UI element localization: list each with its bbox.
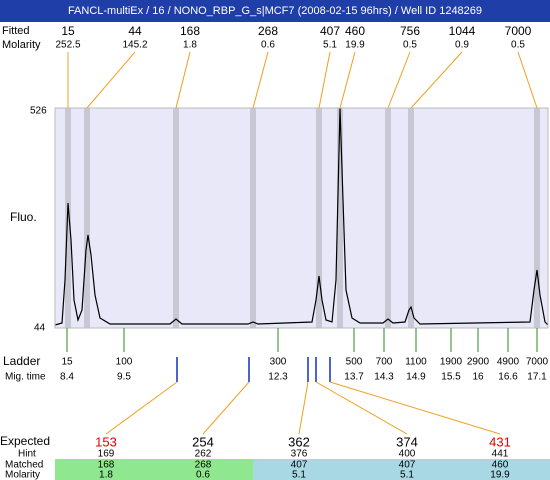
ladder-size: 1100 — [405, 357, 427, 368]
peak-connector — [517, 51, 538, 109]
matched-value: 168 — [98, 460, 115, 471]
peak-connector — [252, 51, 269, 109]
ladder-time: 17.1 — [527, 372, 547, 383]
ladder-time: 14.9 — [406, 372, 426, 383]
axis-top: 526 — [30, 106, 47, 117]
peak-molarity: 0.5 — [511, 40, 525, 51]
matched-blue — [253, 459, 550, 480]
matched-value: 407 — [291, 460, 308, 471]
ladder-time: 9.5 — [117, 372, 131, 383]
expected-connector — [298, 381, 309, 435]
expected-value: 254 — [192, 434, 214, 449]
ladder-time: 15.5 — [441, 372, 461, 383]
peak-size: 44 — [128, 24, 142, 38]
matched-green — [55, 459, 253, 480]
peak-band — [250, 108, 256, 328]
peak-band — [84, 108, 90, 328]
plot-frame — [54, 107, 549, 329]
matched-molarity: 19.9 — [490, 470, 510, 480]
trace — [54, 107, 549, 326]
title-bar — [0, 0, 550, 22]
peak-connector — [339, 51, 356, 109]
ladder-time: 16.6 — [498, 372, 518, 383]
ladder-label: Ladder — [3, 354, 40, 368]
peak-size: 268 — [258, 24, 278, 38]
ladder-time: 16 — [472, 372, 484, 383]
ladder-time: 14.3 — [374, 372, 394, 383]
ladder-size: 4900 — [497, 357, 520, 368]
peak-connector — [410, 51, 463, 109]
peak-band — [173, 108, 179, 328]
matched-value: 268 — [195, 460, 212, 471]
hint-value: 262 — [195, 449, 212, 460]
ladder-size: 500 — [346, 357, 363, 368]
peak-band — [408, 108, 414, 328]
ladder-time: 8.4 — [60, 372, 74, 383]
peak-connector — [387, 51, 411, 109]
expected-value: 431 — [489, 434, 511, 449]
title: FANCL-multiEx / 16 / NONO_RBP_G_s|MCF7 (… — [68, 5, 482, 17]
peak-band — [534, 108, 540, 328]
peak-size: 7000 — [505, 24, 532, 38]
expected-connector — [315, 381, 408, 435]
matched-molarity: 5.1 — [400, 470, 414, 480]
ladder-size: 15 — [61, 357, 73, 368]
ladder-size: 300 — [270, 357, 287, 368]
matched-value: 407 — [399, 460, 416, 471]
matched-value: 460 — [492, 460, 509, 471]
ladder-size: 1900 — [440, 357, 463, 368]
peak-size: 15 — [61, 24, 75, 38]
ladder-size: 700 — [376, 357, 393, 368]
expected-value: 374 — [396, 434, 418, 449]
peak-connector — [86, 51, 136, 109]
hint-value: 400 — [399, 449, 416, 460]
peak-band — [385, 108, 391, 328]
peak-connector — [318, 51, 331, 109]
ladder-time-label: Mig. time — [5, 372, 46, 383]
peak-molarity: 252.5 — [55, 40, 80, 51]
ladder-size: 7000 — [526, 357, 549, 368]
peak-size: 756 — [400, 24, 420, 38]
matched-label: Matched — [5, 460, 43, 471]
peak-molarity-label: Molarity — [2, 39, 41, 51]
expected-label: Expected — [0, 434, 50, 448]
hint-value: 169 — [98, 449, 115, 460]
peak-molarity: 145.2 — [122, 40, 147, 51]
hint-value: 376 — [291, 449, 308, 460]
plot-area — [55, 108, 548, 328]
peak-size: 407 — [320, 24, 340, 38]
ladder-time: 13.7 — [344, 372, 364, 383]
ladder-size: 100 — [116, 357, 133, 368]
peak-molarity: 19.9 — [345, 40, 365, 51]
peak-molarity: 1.8 — [183, 40, 197, 51]
hint-value: 441 — [492, 449, 509, 460]
ladder-size: 2900 — [467, 357, 490, 368]
matched-molarity: 0.6 — [196, 470, 210, 480]
axis-label: Fluo. — [10, 210, 37, 224]
peak-band — [316, 108, 322, 328]
hint-label: Hint — [18, 449, 36, 460]
ladder-time: 12.3 — [268, 372, 288, 383]
peak-molarity: 0.5 — [403, 40, 417, 51]
peak-size: 460 — [345, 24, 365, 38]
expected-value: 362 — [288, 434, 310, 449]
matched-molarity: 1.8 — [99, 470, 113, 480]
peak-band — [337, 108, 343, 328]
peak-molarity: 0.9 — [455, 40, 469, 51]
expected-connector — [329, 381, 501, 435]
peak-size-label: Fitted — [2, 25, 30, 37]
expected-connector — [105, 381, 178, 435]
expected-connector — [202, 381, 250, 435]
peak-size: 1044 — [449, 24, 476, 38]
molarity-label: Molarity — [5, 470, 40, 480]
peak-molarity: 0.6 — [261, 40, 275, 51]
matched-molarity: 5.1 — [292, 470, 306, 480]
peak-size: 168 — [180, 24, 200, 38]
expected-value: 153 — [95, 434, 117, 449]
peak-molarity: 5.1 — [323, 40, 337, 51]
axis-bottom: 44 — [34, 323, 46, 334]
peak-connector — [175, 51, 191, 109]
